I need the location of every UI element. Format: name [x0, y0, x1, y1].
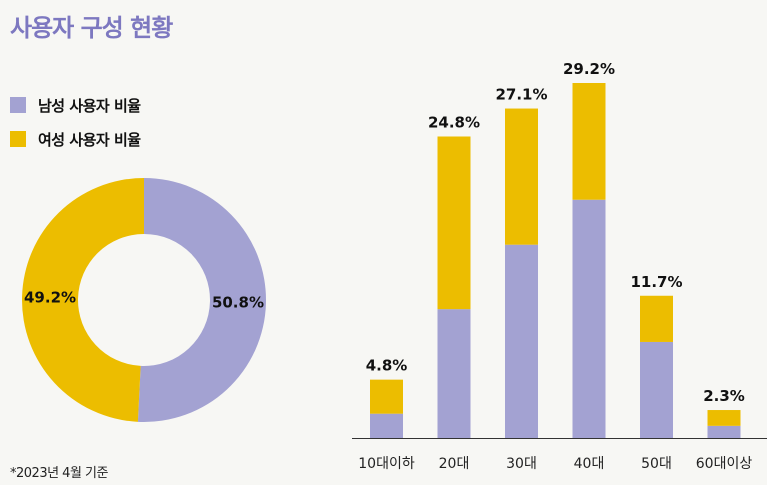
category-label-4: 50대 — [641, 456, 672, 472]
legend-label-female: 여성 사용자 비율 — [38, 130, 141, 149]
legend-item-male: 남성 사용자 비율 — [10, 88, 141, 122]
bar-male-2 — [505, 244, 538, 438]
bar-female-4 — [640, 295, 673, 342]
bar-female-3 — [572, 83, 606, 200]
bar-total-label-4: 11.7% — [630, 273, 682, 291]
category-label-2: 30대 — [506, 456, 537, 472]
category-label-3: 40대 — [574, 456, 605, 472]
bar-female-5 — [707, 410, 741, 426]
bar-total-label-1: 24.8% — [428, 113, 480, 131]
bar-total-label-3: 29.2% — [563, 60, 615, 78]
footnote: *2023년 4월 기준 — [10, 466, 108, 481]
bar-female-1 — [437, 136, 471, 310]
bar-male-1 — [437, 309, 471, 438]
legend-swatch-male — [10, 97, 26, 113]
bar-total-label-0: 4.8% — [366, 357, 408, 375]
category-label-1: 20대 — [439, 456, 470, 472]
bar-male-5 — [707, 425, 741, 438]
bar-male-3 — [572, 199, 606, 438]
donut-slice-female — [22, 177, 144, 422]
donut-label-male: 50.8% — [212, 293, 264, 311]
bar-total-label-5: 2.3% — [703, 387, 745, 405]
bar-male-0 — [370, 413, 403, 438]
bar-female-2 — [505, 108, 538, 245]
donut-slice-male — [137, 178, 267, 422]
category-label-0: 10대이하 — [358, 456, 415, 472]
category-label-5: 60대이상 — [696, 456, 753, 472]
bar-total-label-2: 27.1% — [495, 86, 547, 104]
bar-female-0 — [370, 379, 403, 414]
chart-title: 사용자 구성 현황 — [10, 14, 173, 42]
legend: 남성 사용자 비율 여성 사용자 비율 — [10, 88, 141, 156]
legend-label-male: 남성 사용자 비율 — [38, 96, 141, 115]
donut-label-female: 49.2% — [24, 289, 76, 307]
legend-item-female: 여성 사용자 비율 — [10, 122, 141, 156]
bar-male-4 — [640, 341, 673, 438]
legend-swatch-female — [10, 131, 26, 147]
